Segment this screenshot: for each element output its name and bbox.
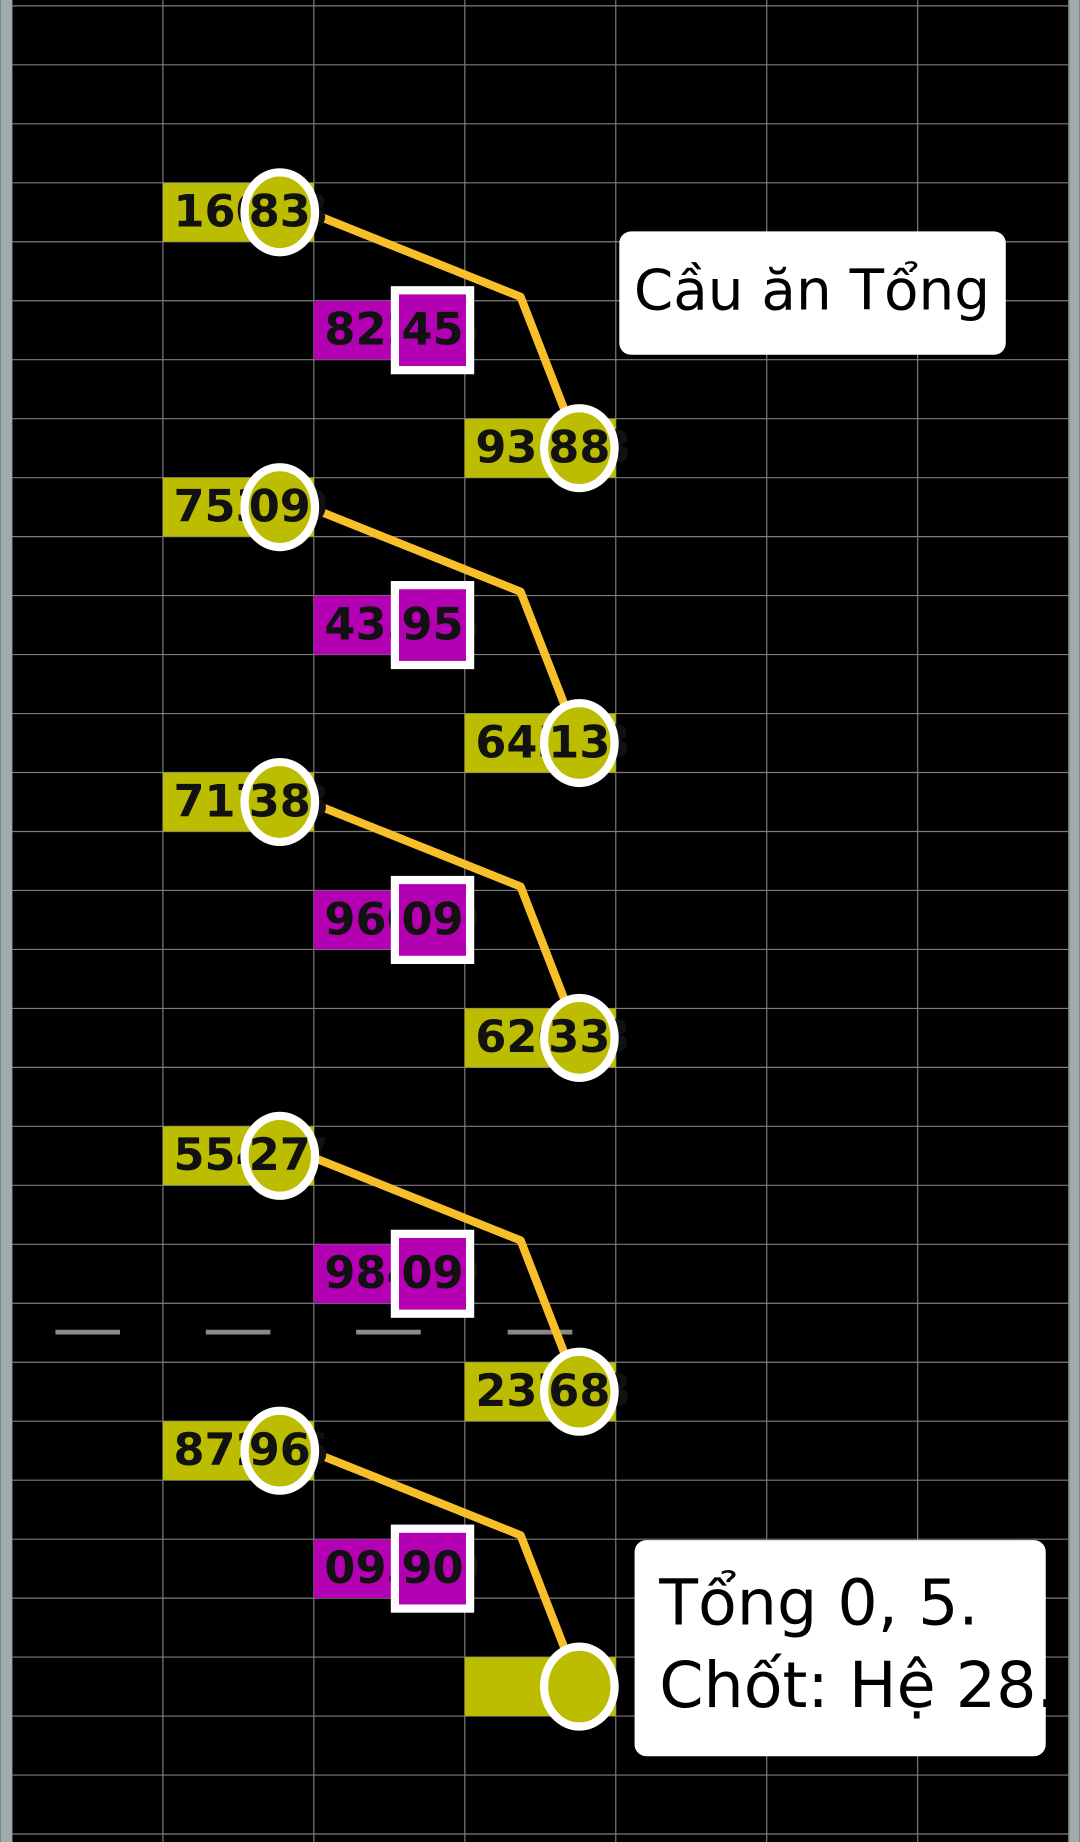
- cell-digits: 95: [401, 598, 463, 650]
- cell-digits: 09: [249, 480, 311, 532]
- highlight-circle: [540, 698, 619, 788]
- digits: 88: [548, 422, 610, 474]
- digits: 09: [249, 480, 311, 532]
- highlight-square: [390, 1524, 475, 1613]
- cell-digits: 68: [548, 1365, 610, 1417]
- digits: 13: [548, 716, 610, 768]
- highlight-square: [390, 581, 475, 670]
- cell-digits: 90: [401, 1542, 463, 1594]
- digits: 95: [401, 598, 463, 650]
- digits: 27: [249, 1129, 311, 1181]
- highlight-circle: [240, 1111, 320, 1200]
- digits: 09: [401, 893, 463, 945]
- left-border: [0, 0, 12, 1842]
- callout-box: [619, 231, 1006, 355]
- callout-line: Tổng 0, 5.: [658, 1566, 978, 1640]
- link-line: [313, 210, 584, 450]
- cell-digits: 96: [249, 1424, 311, 1476]
- highlight-circle: [540, 993, 619, 1082]
- highlight-circle: [540, 1642, 619, 1731]
- digits: 96: [249, 1424, 311, 1476]
- link-line: [313, 800, 584, 1040]
- highlight-square: [390, 286, 475, 375]
- cell-digits: 45: [401, 304, 463, 356]
- digits: 68: [548, 1365, 610, 1417]
- cell-digits: 27: [249, 1129, 311, 1181]
- highlight-circle: [240, 757, 320, 847]
- highlight-circle: [240, 463, 320, 552]
- link-line: [313, 1449, 584, 1689]
- highlight-circle: [540, 1347, 619, 1436]
- right-border: [1069, 0, 1080, 1842]
- digits: 38: [249, 775, 311, 827]
- cell-digits: 33: [548, 1011, 610, 1063]
- digits: 33: [548, 1011, 610, 1063]
- highlight-circle: [540, 404, 619, 493]
- cells: 1608382245931888345887530943595643130995…: [162, 168, 631, 1731]
- highlight-square: [390, 1229, 475, 1318]
- highlight-circle: [240, 1406, 320, 1495]
- callout-title: Cầu ăn Tổng: [634, 258, 990, 323]
- highlight-circle: [240, 168, 320, 257]
- cell-digits: 88: [548, 422, 610, 474]
- link-line: [313, 505, 584, 745]
- cell-digits: 13: [548, 716, 610, 768]
- link-line: [313, 1154, 584, 1394]
- cell-digits: 09: [401, 1247, 463, 1299]
- highlight-square: [390, 875, 475, 964]
- digits: 45: [401, 304, 463, 356]
- digits: 90: [401, 1542, 463, 1594]
- cell-digits: 38: [249, 775, 311, 827]
- callout-line: Chốt: Hệ 28.: [659, 1648, 1056, 1722]
- callout-box: [634, 1540, 1046, 1757]
- cell-digits: 09: [401, 893, 463, 945]
- digits: 83: [249, 186, 311, 238]
- digits: 09: [401, 1247, 463, 1299]
- cell-digits: 83: [249, 186, 311, 238]
